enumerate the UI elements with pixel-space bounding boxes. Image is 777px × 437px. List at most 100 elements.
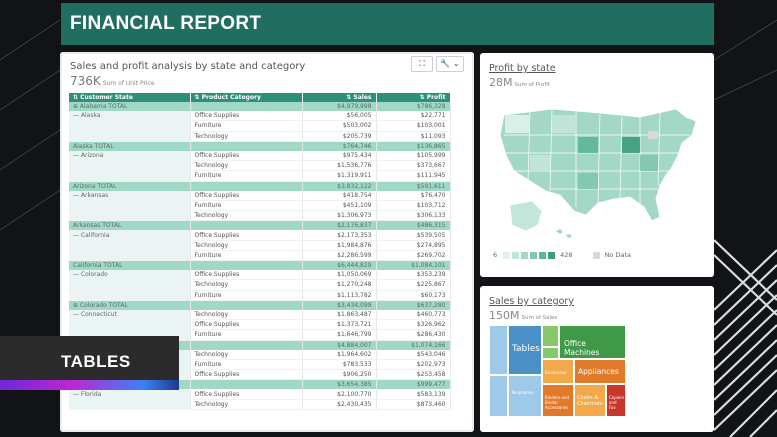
cell-state: ⊕ Colorado TOTAL xyxy=(69,300,191,310)
cell-sales: $3,654,385 xyxy=(302,379,377,390)
legend-swatch xyxy=(539,251,547,259)
table-row[interactable]: Technology $1,270,248 $225,867 xyxy=(69,279,451,291)
table-total-row[interactable]: Arizona TOTAL $3,832,122 $591,611 xyxy=(69,181,451,191)
cell-state xyxy=(69,290,191,301)
cell-sales: $205,739 xyxy=(302,131,377,142)
cell-state: — Arizona xyxy=(69,150,191,162)
treemap-tile-office-machines[interactable]: Office Machines xyxy=(559,325,626,359)
cell-category: Technology xyxy=(190,240,303,251)
cell-state: Arkansas TOTAL xyxy=(69,220,191,231)
table-row[interactable]: Technology $1,306,973 $306,133 xyxy=(69,210,451,222)
column-header-sales[interactable]: ⇅ Sales xyxy=(302,93,377,102)
cell-category: Technology xyxy=(190,210,303,222)
hawaii-shape xyxy=(556,229,572,238)
treemap-tile-bookcases[interactable]: Bookcases xyxy=(542,359,574,384)
column-header-profit[interactable]: ⇅ Profit xyxy=(376,93,451,102)
table-row[interactable]: Technology $1,984,876 $274,895 xyxy=(69,240,451,251)
table-row[interactable]: Furniture $1,319,911 $111,945 xyxy=(69,170,451,182)
treemap-tile-small-green-2[interactable] xyxy=(542,347,559,359)
treemap-tile-small-1[interactable] xyxy=(489,325,508,375)
cell-category: Office Supplies xyxy=(190,230,303,241)
legend-swatch xyxy=(548,251,556,259)
tile-label: Copiers and Fax xyxy=(609,395,625,410)
cell-sales: $1,536,776 xyxy=(302,160,377,172)
us-mainland-shape xyxy=(499,108,697,222)
table-row[interactable]: — Arizona Office Supplies $975,434 $105,999 xyxy=(69,150,451,162)
cell-state: California TOTAL xyxy=(69,260,191,271)
table-total-row[interactable]: Alaska TOTAL $764,746 $136,865 xyxy=(69,141,451,151)
treemap-tile-small-green[interactable] xyxy=(542,325,559,347)
expand-icon[interactable]: ⛶ xyxy=(411,56,433,72)
cell-sales: $1,984,876 xyxy=(302,240,377,251)
cell-profit: $103,712 xyxy=(376,200,451,212)
cell-profit: $253,458 xyxy=(376,369,451,381)
table-total-row[interactable]: ⊕ Colorado TOTAL $3,434,099 $637,280 xyxy=(69,300,451,310)
map-subtitle: 28M Sum of Profit xyxy=(489,76,550,89)
table-row[interactable]: Technology $1,536,776 $373,667 xyxy=(69,160,451,172)
settings-menu-button[interactable]: 🔧 ⌄ xyxy=(436,56,464,72)
cell-category xyxy=(190,181,303,191)
cell-profit: $11,093 xyxy=(376,131,451,142)
treemap-tile-chairs[interactable]: Chairs & Chairmats xyxy=(574,384,606,417)
table-row[interactable]: Office Supplies $1,373,721 $326,962 xyxy=(69,319,451,331)
cell-sales: $4,979,998 xyxy=(302,102,377,112)
cell-category xyxy=(190,102,303,112)
tile-label: Chairs & Chairmats xyxy=(577,395,603,407)
cell-sales: $783,533 xyxy=(302,359,377,371)
cell-category xyxy=(190,141,303,151)
cell-sales: $2,176,837 xyxy=(302,220,377,231)
table-row[interactable]: Furniture $2,286,599 $269,702 xyxy=(69,250,451,262)
cell-state xyxy=(69,240,191,251)
treemap-tile-appliances[interactable]: Appliances xyxy=(574,359,626,384)
cell-category: Office Supplies xyxy=(190,150,303,162)
table-total-row[interactable]: ⊕ Alabama TOTAL $4,979,998 $786,328 xyxy=(69,102,451,112)
cell-sales: $451,109 xyxy=(302,200,377,212)
map-title: Profit by state xyxy=(489,63,556,74)
table-row[interactable]: — Alaska Office Supplies $56,005 $22,771 xyxy=(69,111,451,122)
treemap-tile-small-2[interactable] xyxy=(489,375,508,417)
cell-state xyxy=(69,131,191,142)
table-total-row[interactable]: Arkansas TOTAL $2,176,837 $486,315 xyxy=(69,220,451,231)
table-row[interactable]: Furniture $451,109 $103,712 xyxy=(69,200,451,212)
cell-profit: $225,867 xyxy=(376,279,451,291)
cell-profit: $1,084,101 xyxy=(376,260,451,271)
table-total-row[interactable]: California TOTAL $6,444,829 $1,084,101 xyxy=(69,260,451,271)
cell-category: Furniture xyxy=(190,290,303,301)
column-header-category[interactable]: ⇅ Product Category xyxy=(190,93,303,102)
table-row[interactable]: Technology $2,430,435 $873,460 xyxy=(69,399,451,410)
category-treemap[interactable]: Tables Telephones Office Machines Bookca… xyxy=(489,325,626,417)
tile-label: Telephones xyxy=(511,390,534,395)
table-row[interactable]: — Colorado Office Supplies $1,050,069 $353,… xyxy=(69,270,451,281)
table-row[interactable]: Furniture $1,113,782 $60,173 xyxy=(69,290,451,301)
table-row[interactable]: — Connecticut Technology $1,863,487 $460,77… xyxy=(69,309,451,321)
alaska-shape xyxy=(509,200,543,232)
cell-state: — Arkansas xyxy=(69,190,191,201)
pivot-subtitle: 736K Sum of Unit Price xyxy=(70,74,155,88)
column-header-state[interactable]: ⇅ Customer State xyxy=(69,93,191,102)
us-map[interactable] xyxy=(490,95,704,245)
treemap-subtitle-value: 150M xyxy=(489,309,520,322)
cell-state: — Alaska xyxy=(69,111,191,122)
pivot-subtitle-value: 736K xyxy=(70,74,101,88)
cell-state: — California xyxy=(69,230,191,241)
pivot-table: ⇅ Customer State ⇅ Product Category ⇅ Sa… xyxy=(69,93,451,410)
treemap-tile-telephones[interactable]: Telephones xyxy=(508,375,542,417)
cell-state xyxy=(69,200,191,212)
table-row[interactable]: — Florida Office Supplies $2,100,770 $583,1… xyxy=(69,389,451,400)
map-subtitle-label: Sum of Profit xyxy=(514,82,550,88)
table-row[interactable]: Technology $205,739 $11,093 xyxy=(69,131,451,142)
tile-label: Office Machines xyxy=(564,339,600,357)
cell-category: Technology xyxy=(190,160,303,172)
treemap-tile-binders[interactable]: Binders and Binder Accessories xyxy=(542,384,574,417)
treemap-tile-tables[interactable]: Tables xyxy=(508,325,542,375)
cell-category: Furniture xyxy=(190,329,303,341)
tile-label: Tables xyxy=(512,344,540,354)
table-row[interactable]: — California Office Supplies $2,173,353 $53… xyxy=(69,230,451,241)
table-row[interactable]: Furniture $1,646,799 $286,430 xyxy=(69,329,451,341)
treemap-tile-copiers[interactable]: Copiers and Fax xyxy=(606,384,626,417)
table-row[interactable]: — Arkansas Office Supplies $418,754 $76,470 xyxy=(69,190,451,201)
report-title: FINANCIAL REPORT xyxy=(70,13,262,34)
cell-sales: $1,113,782 xyxy=(302,290,377,301)
table-row[interactable]: Furniture $503,002 $103,001 xyxy=(69,120,451,132)
region-southwest xyxy=(530,155,550,171)
